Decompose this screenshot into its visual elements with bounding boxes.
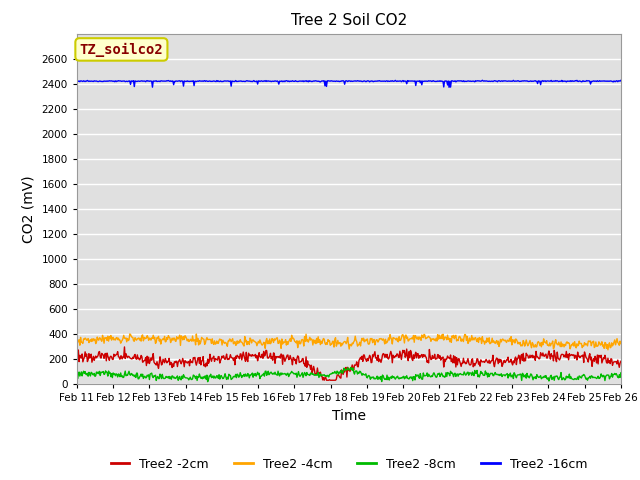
Tree2 -16cm <box>83 78 90 84</box>
Line: Tree2 -8cm: Tree2 -8cm <box>77 367 621 382</box>
Tree2 -8cm <box>433 374 440 380</box>
Tree2 -4cm <box>126 331 134 337</box>
Text: TZ_soilco2: TZ_soilco2 <box>79 42 163 57</box>
Tree2 -8cm <box>139 372 147 377</box>
Tree2 -8cm <box>223 374 231 380</box>
Tree2 -2cm <box>617 359 625 364</box>
Line: Tree2 -2cm: Tree2 -2cm <box>77 347 621 380</box>
Tree2 -16cm <box>223 78 230 84</box>
Tree2 -4cm <box>617 341 625 347</box>
Tree2 -2cm <box>223 357 231 362</box>
Tree2 -4cm <box>195 342 202 348</box>
Tree2 -16cm <box>445 84 453 90</box>
Tree2 -16cm <box>139 78 147 84</box>
Tree2 -4cm <box>416 334 424 340</box>
Tree2 -4cm <box>140 338 147 344</box>
Tree2 -2cm <box>73 353 81 359</box>
Tree2 -16cm <box>617 78 625 84</box>
Tree2 -2cm <box>120 344 128 350</box>
Tree2 -16cm <box>194 78 202 84</box>
Tree2 -16cm <box>431 79 438 84</box>
Tree2 -8cm <box>617 370 625 376</box>
Tree2 -8cm <box>204 379 212 384</box>
Tree2 -8cm <box>194 373 202 379</box>
Tree2 -8cm <box>347 364 355 370</box>
Tree2 -2cm <box>83 351 90 357</box>
Tree2 -2cm <box>321 377 328 383</box>
Tree2 -2cm <box>417 354 424 360</box>
Title: Tree 2 Soil CO2: Tree 2 Soil CO2 <box>291 13 407 28</box>
Tree2 -4cm <box>223 343 231 349</box>
Y-axis label: CO2 (mV): CO2 (mV) <box>22 175 36 242</box>
Tree2 -8cm <box>83 372 90 378</box>
Tree2 -4cm <box>431 338 439 344</box>
X-axis label: Time: Time <box>332 408 366 422</box>
Tree2 -16cm <box>415 78 422 84</box>
Tree2 -2cm <box>195 355 202 360</box>
Tree2 -4cm <box>604 347 612 353</box>
Line: Tree2 -16cm: Tree2 -16cm <box>77 80 621 87</box>
Tree2 -8cm <box>417 371 424 376</box>
Tree2 -8cm <box>73 370 81 376</box>
Tree2 -4cm <box>73 338 81 344</box>
Tree2 -4cm <box>83 337 90 343</box>
Tree2 -2cm <box>140 359 147 364</box>
Tree2 -16cm <box>479 77 486 83</box>
Line: Tree2 -4cm: Tree2 -4cm <box>77 334 621 350</box>
Tree2 -16cm <box>73 78 81 84</box>
Legend: Tree2 -2cm, Tree2 -4cm, Tree2 -8cm, Tree2 -16cm: Tree2 -2cm, Tree2 -4cm, Tree2 -8cm, Tree… <box>106 453 592 476</box>
Tree2 -2cm <box>433 356 440 361</box>
